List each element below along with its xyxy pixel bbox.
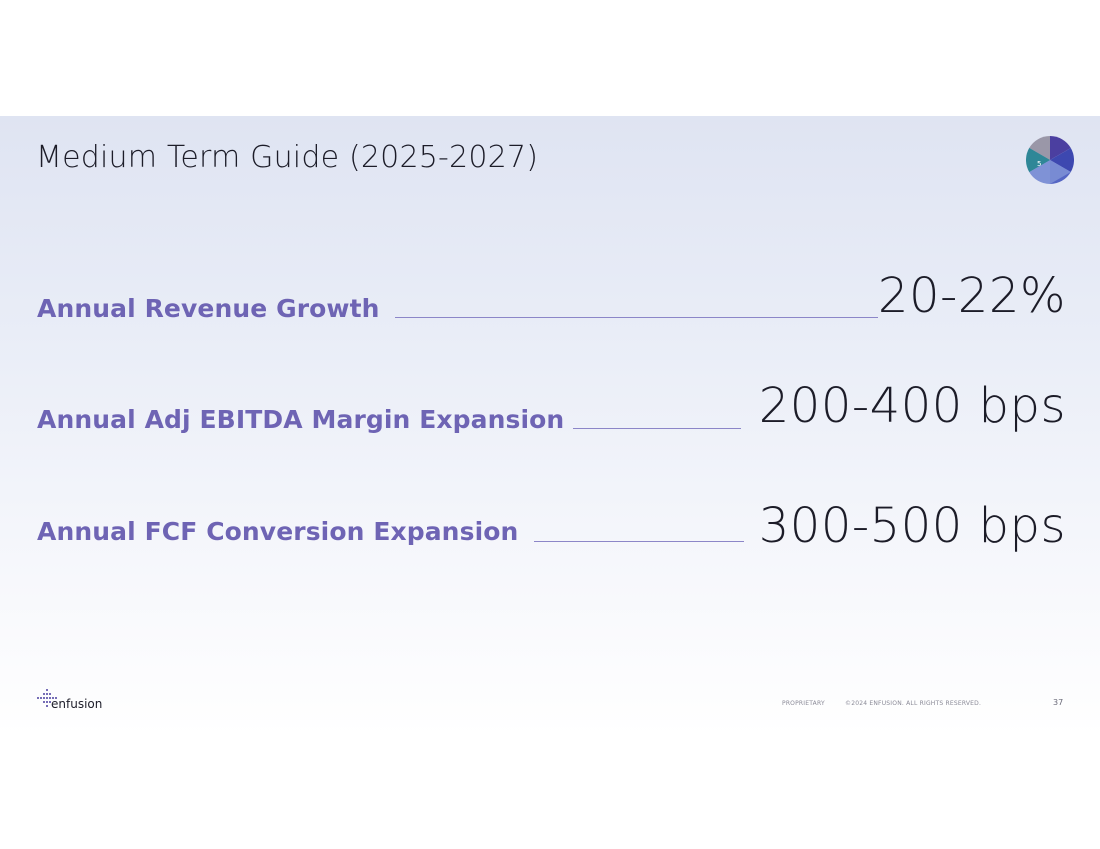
metric-value-fcf-conversion: 300-500 bps — [758, 498, 1066, 554]
badge-number: 5 — [1037, 160, 1041, 168]
enfusion-logo: enfusion — [36, 688, 116, 714]
logo-dots-icon — [37, 689, 57, 707]
metric-label-revenue-growth: Annual Revenue Growth — [37, 294, 380, 323]
metric-leader-line — [534, 541, 744, 542]
metric-value-revenue-growth: 20-22% — [877, 268, 1066, 324]
copyright-text: ©2024 ENFUSION. ALL RIGHTS RESERVED. — [845, 700, 982, 707]
logo-text: enfusion — [51, 697, 103, 711]
slide-title: Medium Term Guide (2025-2027) — [36, 140, 539, 175]
metric-label-fcf-conversion: Annual FCF Conversion Expansion — [37, 517, 519, 546]
section-badge-icon: 5 — [1026, 136, 1074, 184]
metric-leader-line — [573, 428, 741, 429]
metric-leader-line — [395, 317, 878, 318]
metric-value-ebitda-margin: 200-400 bps — [758, 378, 1066, 434]
proprietary-label: PROPRIETARY — [782, 700, 825, 707]
slide: Medium Term Guide (2025-2027) 5 Annual R… — [0, 116, 1100, 736]
metric-label-ebitda-margin: Annual Adj EBITDA Margin Expansion — [37, 405, 565, 434]
page-number: 37 — [1053, 698, 1064, 707]
